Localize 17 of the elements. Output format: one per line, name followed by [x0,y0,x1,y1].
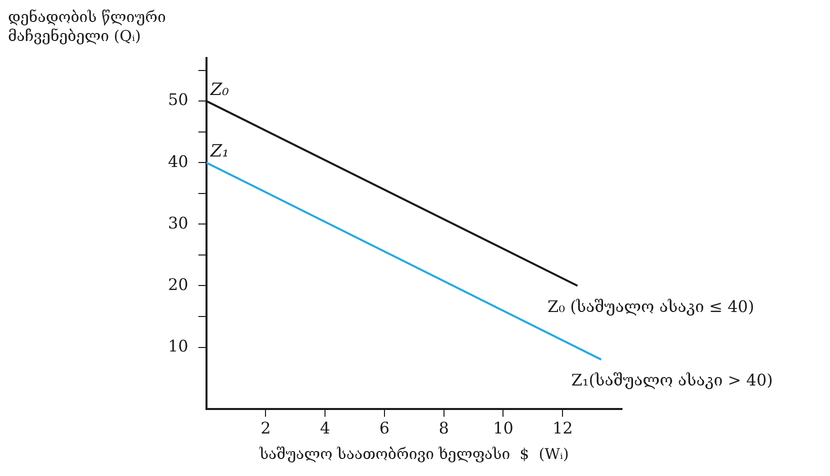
annotation: Z₀ [209,80,230,100]
y-tick-label: 40 [168,152,188,171]
x-axis-title: საშუალო საათობრივი ხელფასი $ (Wᵢ) [258,444,569,463]
x-tick-label: 4 [320,418,330,438]
series-label: Z₁(საშუალო ასაკი > 40) [571,370,773,390]
x-tick-label: 12 [552,418,573,438]
y-axis-title: დენადობის წლიური მაჩვენებელი (Qᵢ) [8,8,167,46]
x-tick-label: 10 [493,418,514,438]
y-tick-label: 20 [168,274,188,294]
annotation: Z₁ [209,142,229,162]
x-tick-label: 8 [438,418,449,438]
series-label: Z₀ (საშუალო ასაკი ≤ 40) [547,296,754,316]
x-tick-label: 2 [260,418,271,438]
x-tick-label: 6 [379,418,390,438]
y-tick-label: 30 [168,213,188,232]
y-tick-label: 10 [168,336,188,356]
y-tick-label: 50 [168,90,188,110]
